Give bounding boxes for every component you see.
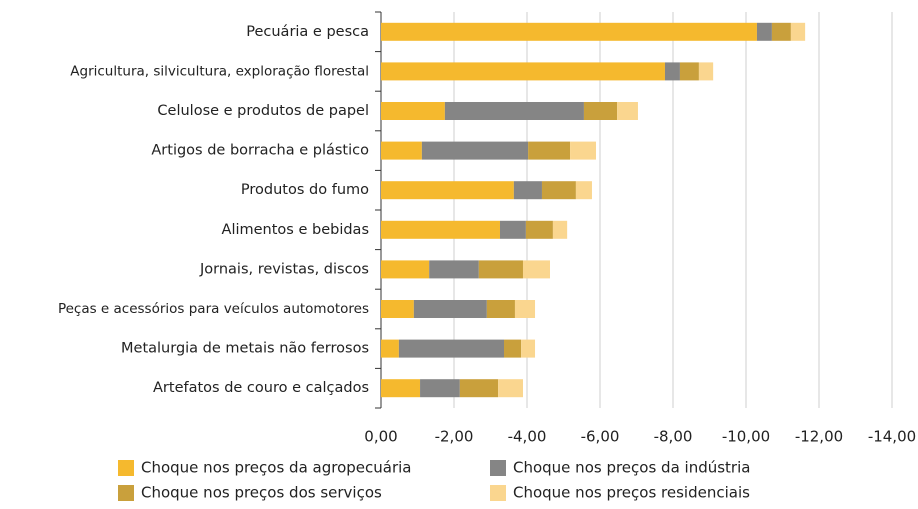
bar-segment	[381, 141, 422, 160]
bar-segment	[421, 141, 529, 160]
legend-label: Choque nos preços da indústria	[513, 459, 750, 477]
legend-swatch	[118, 460, 134, 476]
bar-segment	[381, 260, 430, 279]
x-tick-label: -8,00	[654, 428, 693, 446]
y-tick-label: Metalurgia de metais não ferrosos	[121, 341, 369, 357]
y-tick-label: Artefatos de couro e calçados	[153, 380, 369, 396]
bar-segment	[413, 300, 487, 318]
bar-segment	[528, 141, 571, 160]
bar-segment	[552, 220, 568, 239]
x-tick-label: -12,00	[795, 428, 843, 446]
bar-segment	[381, 300, 414, 318]
y-tick-label: Celulose e produtos de papel	[157, 103, 369, 119]
x-tick-label: 0,00	[364, 428, 397, 446]
bar-segment	[525, 220, 553, 239]
bar-segment	[459, 379, 499, 398]
bar-segment	[381, 62, 665, 81]
legend-label: Choque nos preços dos serviços	[141, 484, 382, 502]
x-tick-label: -10,00	[722, 428, 770, 446]
bar-segment	[381, 220, 500, 239]
y-tick-label: Jornais, revistas, discos	[199, 261, 369, 277]
bar-segment	[664, 62, 680, 81]
y-tick-label: Artigos de borracha e plástico	[151, 143, 369, 159]
y-tick-label: Peças e acessórios para veículos automot…	[58, 301, 369, 317]
bar-segment	[498, 379, 523, 398]
bar-segment	[617, 102, 638, 120]
bar-segment	[698, 62, 714, 81]
y-tick-label: Agricultura, silvicultura, exploração fl…	[70, 63, 369, 79]
bar-segment	[420, 379, 460, 398]
bar-segment	[429, 260, 479, 279]
bar-segment	[381, 339, 399, 358]
x-tick-label: -6,00	[581, 428, 620, 446]
y-tick-label: Alimentos e bebidas	[222, 222, 369, 238]
x-tick-label: -4,00	[508, 428, 547, 446]
bar-segment	[381, 102, 445, 120]
bar-segment	[504, 339, 522, 358]
bar-segment	[381, 181, 514, 200]
bar-segment	[522, 260, 550, 279]
y-tick-label: Pecuária e pesca	[246, 24, 369, 40]
bar-segment	[756, 22, 772, 41]
legend-swatch	[490, 485, 506, 501]
bar-segment	[771, 22, 791, 41]
x-tick-label: -14,00	[868, 428, 916, 446]
bar-segment	[478, 260, 523, 279]
bar-segment	[381, 22, 757, 41]
bar-segment	[514, 300, 536, 318]
bar-segment	[486, 300, 515, 318]
bar-segment	[541, 181, 576, 200]
bar-segment	[790, 22, 806, 41]
bar-segment	[521, 339, 536, 358]
bar-segment	[570, 141, 596, 160]
legend-label: Choque nos preços residenciais	[513, 484, 750, 502]
x-tick-label: -2,00	[435, 428, 474, 446]
bar-segment	[575, 181, 592, 200]
bar-segment	[513, 181, 542, 200]
y-tick-label: Produtos do fumo	[241, 182, 369, 198]
bar-segment	[444, 102, 584, 120]
bar-segment	[381, 379, 421, 398]
bar-segment	[583, 102, 618, 120]
bar-segment	[499, 220, 526, 239]
bar-segment	[679, 62, 699, 81]
bar-segment	[398, 339, 505, 358]
legend-label: Choque nos preços da agropecuária	[141, 459, 411, 477]
legend-swatch	[490, 460, 506, 476]
legend-swatch	[118, 485, 134, 501]
